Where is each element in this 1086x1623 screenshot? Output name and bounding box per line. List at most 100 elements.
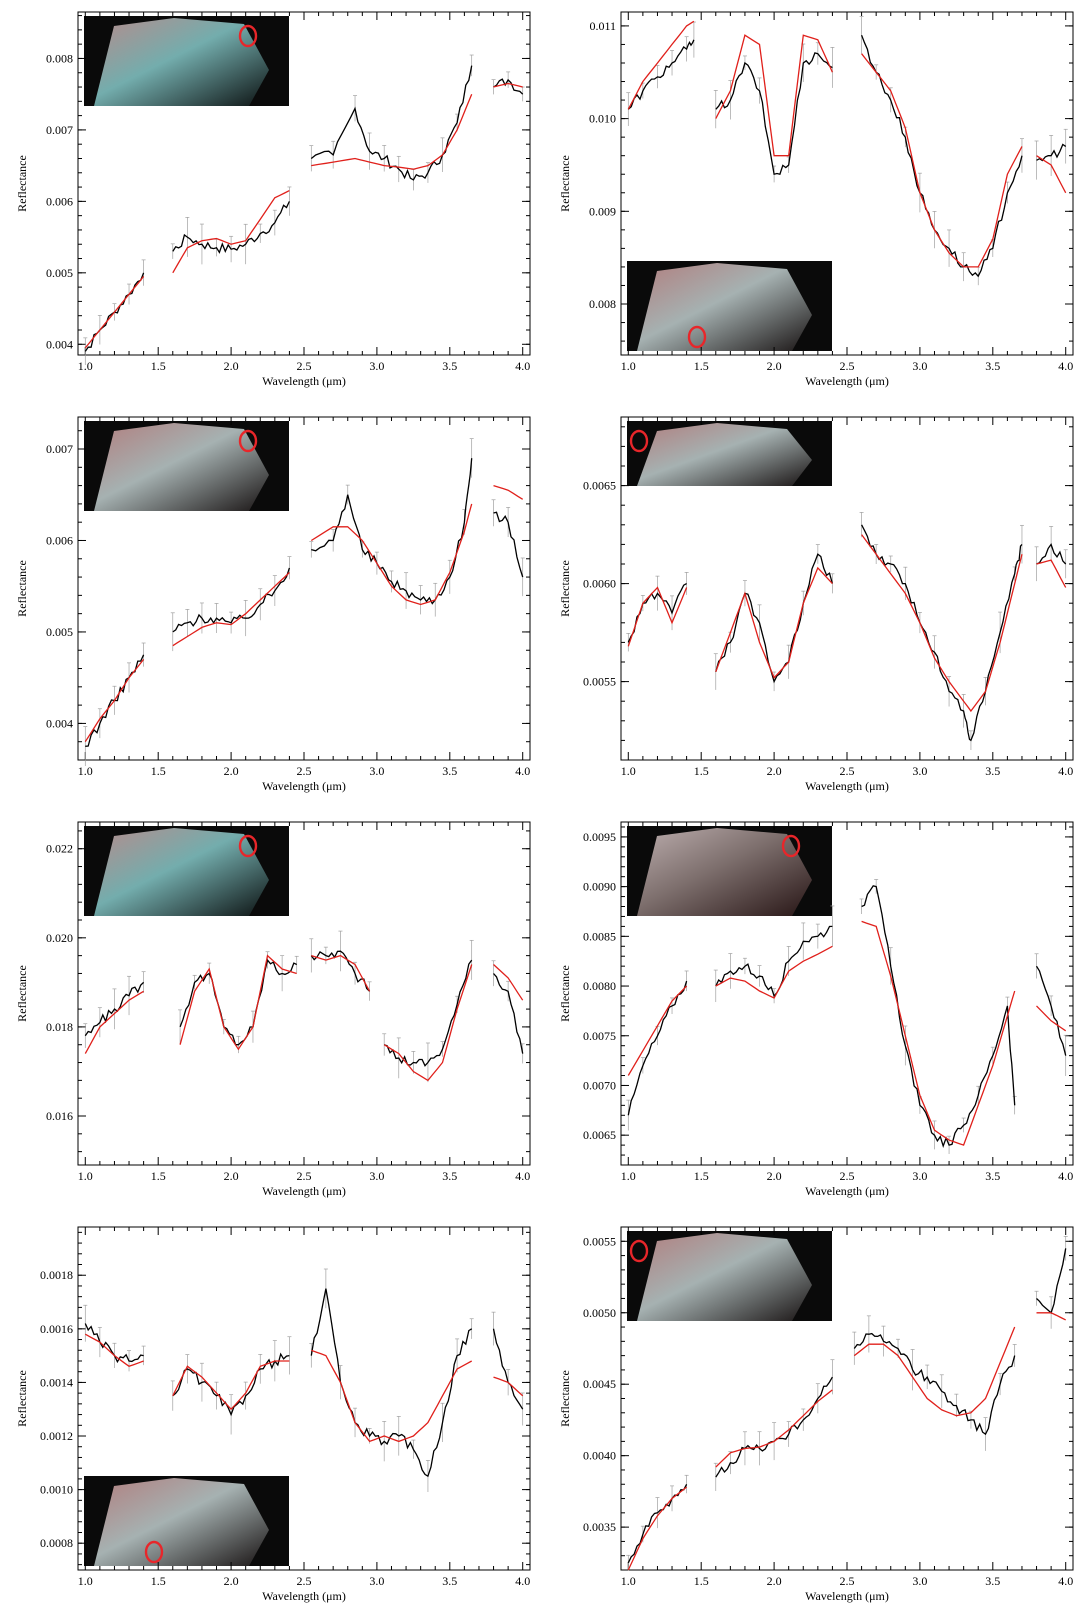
x-tick-label: 4.0 <box>1058 764 1073 778</box>
x-tick-label: 1.5 <box>151 1574 166 1588</box>
y-tick-label: 0.0090 <box>583 880 616 894</box>
model-spectrum-segment <box>310 503 473 606</box>
model-spectrum-segment <box>311 1349 473 1443</box>
spectrum-plot-5: 1.0 1.5 2.0 2.5 3.0 3.5 4.0 0.016 0.018 0.020 0.02… <box>15 821 531 1198</box>
inset-image <box>627 1231 832 1321</box>
inset-image <box>627 826 832 916</box>
x-tick-label: 4.0 <box>515 764 530 778</box>
inset-image <box>627 421 832 486</box>
x-tick-label: 2.0 <box>767 359 782 373</box>
x-axis-label: Wavelength (μm) <box>805 1589 889 1603</box>
y-tick-label: 0.020 <box>46 931 73 945</box>
inset-nucleus-shape <box>637 423 812 486</box>
spectrum-panel-3: 1.0 1.5 2.0 2.5 3.0 3.5 4.0 0.004 0.005 0.006 0.00… <box>0 405 543 810</box>
model-spectrum-segment <box>627 1486 688 1571</box>
spectrum-plot-6: 1.0 1.5 2.0 2.5 3.0 3.5 4.0 0.0065 0.0070 0.0075 0… <box>558 821 1074 1198</box>
y-axis-label: Reflectance <box>15 560 29 617</box>
model-spectrum-segment <box>311 93 473 170</box>
x-tick-label: 2.5 <box>840 764 855 778</box>
x-tick-label: 4.0 <box>1058 359 1073 373</box>
y-tick-label: 0.006 <box>46 194 73 208</box>
spectrum-plot-3: 1.0 1.5 2.0 2.5 3.0 3.5 4.0 0.004 0.005 0.006 0.00… <box>15 416 531 793</box>
y-tick-label: 0.0040 <box>583 1449 616 1463</box>
x-tick-label: 3.0 <box>369 1574 384 1588</box>
model-spectrum-segment <box>172 190 290 274</box>
inset-image <box>84 16 289 106</box>
y-axis-label: Reflectance <box>558 155 572 212</box>
y-axis-label: Reflectance <box>15 1370 29 1427</box>
observed-spectrum-segment <box>1035 965 1067 1056</box>
x-tick-label: 2.0 <box>224 1574 239 1588</box>
spectrum-plot-7: 1.0 1.5 2.0 2.5 3.0 3.5 4.0 0.0008 0.0010 0.0012 0… <box>15 1226 531 1603</box>
x-tick-label: 1.5 <box>151 1169 166 1183</box>
observed-spectrum-segment <box>311 458 473 605</box>
model-spectrum-segment <box>84 990 144 1054</box>
x-tick-label: 3.5 <box>985 1169 1000 1183</box>
roi-marker <box>629 429 649 453</box>
x-tick-label: 3.0 <box>912 359 927 373</box>
spectrum-panel-4: 1.0 1.5 2.0 2.5 3.0 3.5 4.0 0.0055 0.0060 0.0065 W… <box>543 405 1086 810</box>
spectrum-panel-2: 1.0 1.5 2.0 2.5 3.0 3.5 4.0 0.008 0.009 0.010 0.01… <box>543 0 1086 405</box>
x-tick-label: 1.0 <box>78 359 93 373</box>
x-axis-label: Wavelength (μm) <box>805 374 889 388</box>
y-tick-label: 0.0008 <box>40 1536 73 1550</box>
model-spectrum-segment <box>84 275 145 349</box>
observed-spectrum-segment <box>383 959 473 1067</box>
inset-nucleus-shape <box>94 828 269 916</box>
y-tick-label: 0.0080 <box>583 979 616 993</box>
inset-image <box>84 826 289 916</box>
spectrum-panel-5: 1.0 1.5 2.0 2.5 3.0 3.5 4.0 0.016 0.018 0.020 0.02… <box>0 810 543 1215</box>
x-tick-label: 3.5 <box>442 764 457 778</box>
spectrum-plot-2: 1.0 1.5 2.0 2.5 3.0 3.5 4.0 0.008 0.009 0.010 0.01… <box>558 11 1074 388</box>
model-spectrum-segment <box>715 945 833 999</box>
model-spectrum-segment <box>84 1333 144 1368</box>
x-axis-label: Wavelength (μm) <box>805 1184 889 1198</box>
x-tick-label: 1.5 <box>151 359 166 373</box>
y-tick-label: 0.018 <box>46 1020 73 1034</box>
y-tick-label: 0.009 <box>589 204 616 218</box>
roi-marker <box>238 834 258 858</box>
roi-marker <box>687 325 707 349</box>
observed-spectrum-segment <box>860 34 1023 278</box>
y-tick-label: 0.007 <box>46 123 73 137</box>
x-tick-label: 4.0 <box>515 1169 530 1183</box>
x-tick-label: 2.5 <box>297 1169 312 1183</box>
x-tick-label: 4.0 <box>515 1574 530 1588</box>
roi-marker <box>238 24 258 48</box>
y-tick-label: 0.0065 <box>583 1128 616 1142</box>
x-tick-label: 2.0 <box>224 1169 239 1183</box>
model-spectrum-segment <box>179 954 297 1051</box>
y-tick-label: 0.016 <box>46 1109 73 1123</box>
y-tick-label: 0.0016 <box>40 1322 73 1336</box>
roi-marker <box>238 429 258 453</box>
y-tick-label: 0.0035 <box>583 1520 616 1534</box>
model-spectrum-segment <box>715 1389 833 1468</box>
x-tick-label: 3.5 <box>985 359 1000 373</box>
observed-spectrum-segment <box>1036 143 1067 162</box>
y-tick-label: 0.005 <box>46 266 73 280</box>
y-tick-label: 0.006 <box>46 533 73 547</box>
x-tick-label: 1.5 <box>151 764 166 778</box>
inset-nucleus-shape <box>94 18 269 106</box>
model-spectrum-segment <box>383 964 473 1082</box>
observed-spectrum-segment <box>715 925 833 998</box>
roi-marker <box>629 1239 649 1263</box>
y-tick-label: 0.0065 <box>583 479 616 493</box>
observed-spectrum-segment <box>853 1332 1016 1436</box>
observed-spectrum-segment <box>179 958 297 1046</box>
observed-spectrum-segment <box>493 78 524 95</box>
model-spectrum-segment <box>853 1326 1016 1417</box>
model-spectrum-segment <box>493 1376 524 1397</box>
spectrum-panel-6: 1.0 1.5 2.0 2.5 3.0 3.5 4.0 0.0065 0.0070 0.0075 0… <box>543 810 1086 1215</box>
x-tick-label: 1.5 <box>694 1169 709 1183</box>
x-tick-label: 2.0 <box>767 764 782 778</box>
y-tick-label: 0.008 <box>589 297 616 311</box>
model-spectrum-segment <box>715 566 833 679</box>
inset-image <box>627 261 832 351</box>
y-tick-label: 0.0014 <box>40 1375 73 1389</box>
roi-marker <box>781 834 801 858</box>
model-spectrum-segment <box>1036 155 1067 194</box>
x-axis-label: Wavelength (μm) <box>262 1589 346 1603</box>
spectrum-plot-1: 1.0 1.5 2.0 2.5 3.0 3.5 4.0 0.004 0.005 0.006 0.00… <box>15 11 531 388</box>
x-axis-label: Wavelength (μm) <box>262 779 346 793</box>
